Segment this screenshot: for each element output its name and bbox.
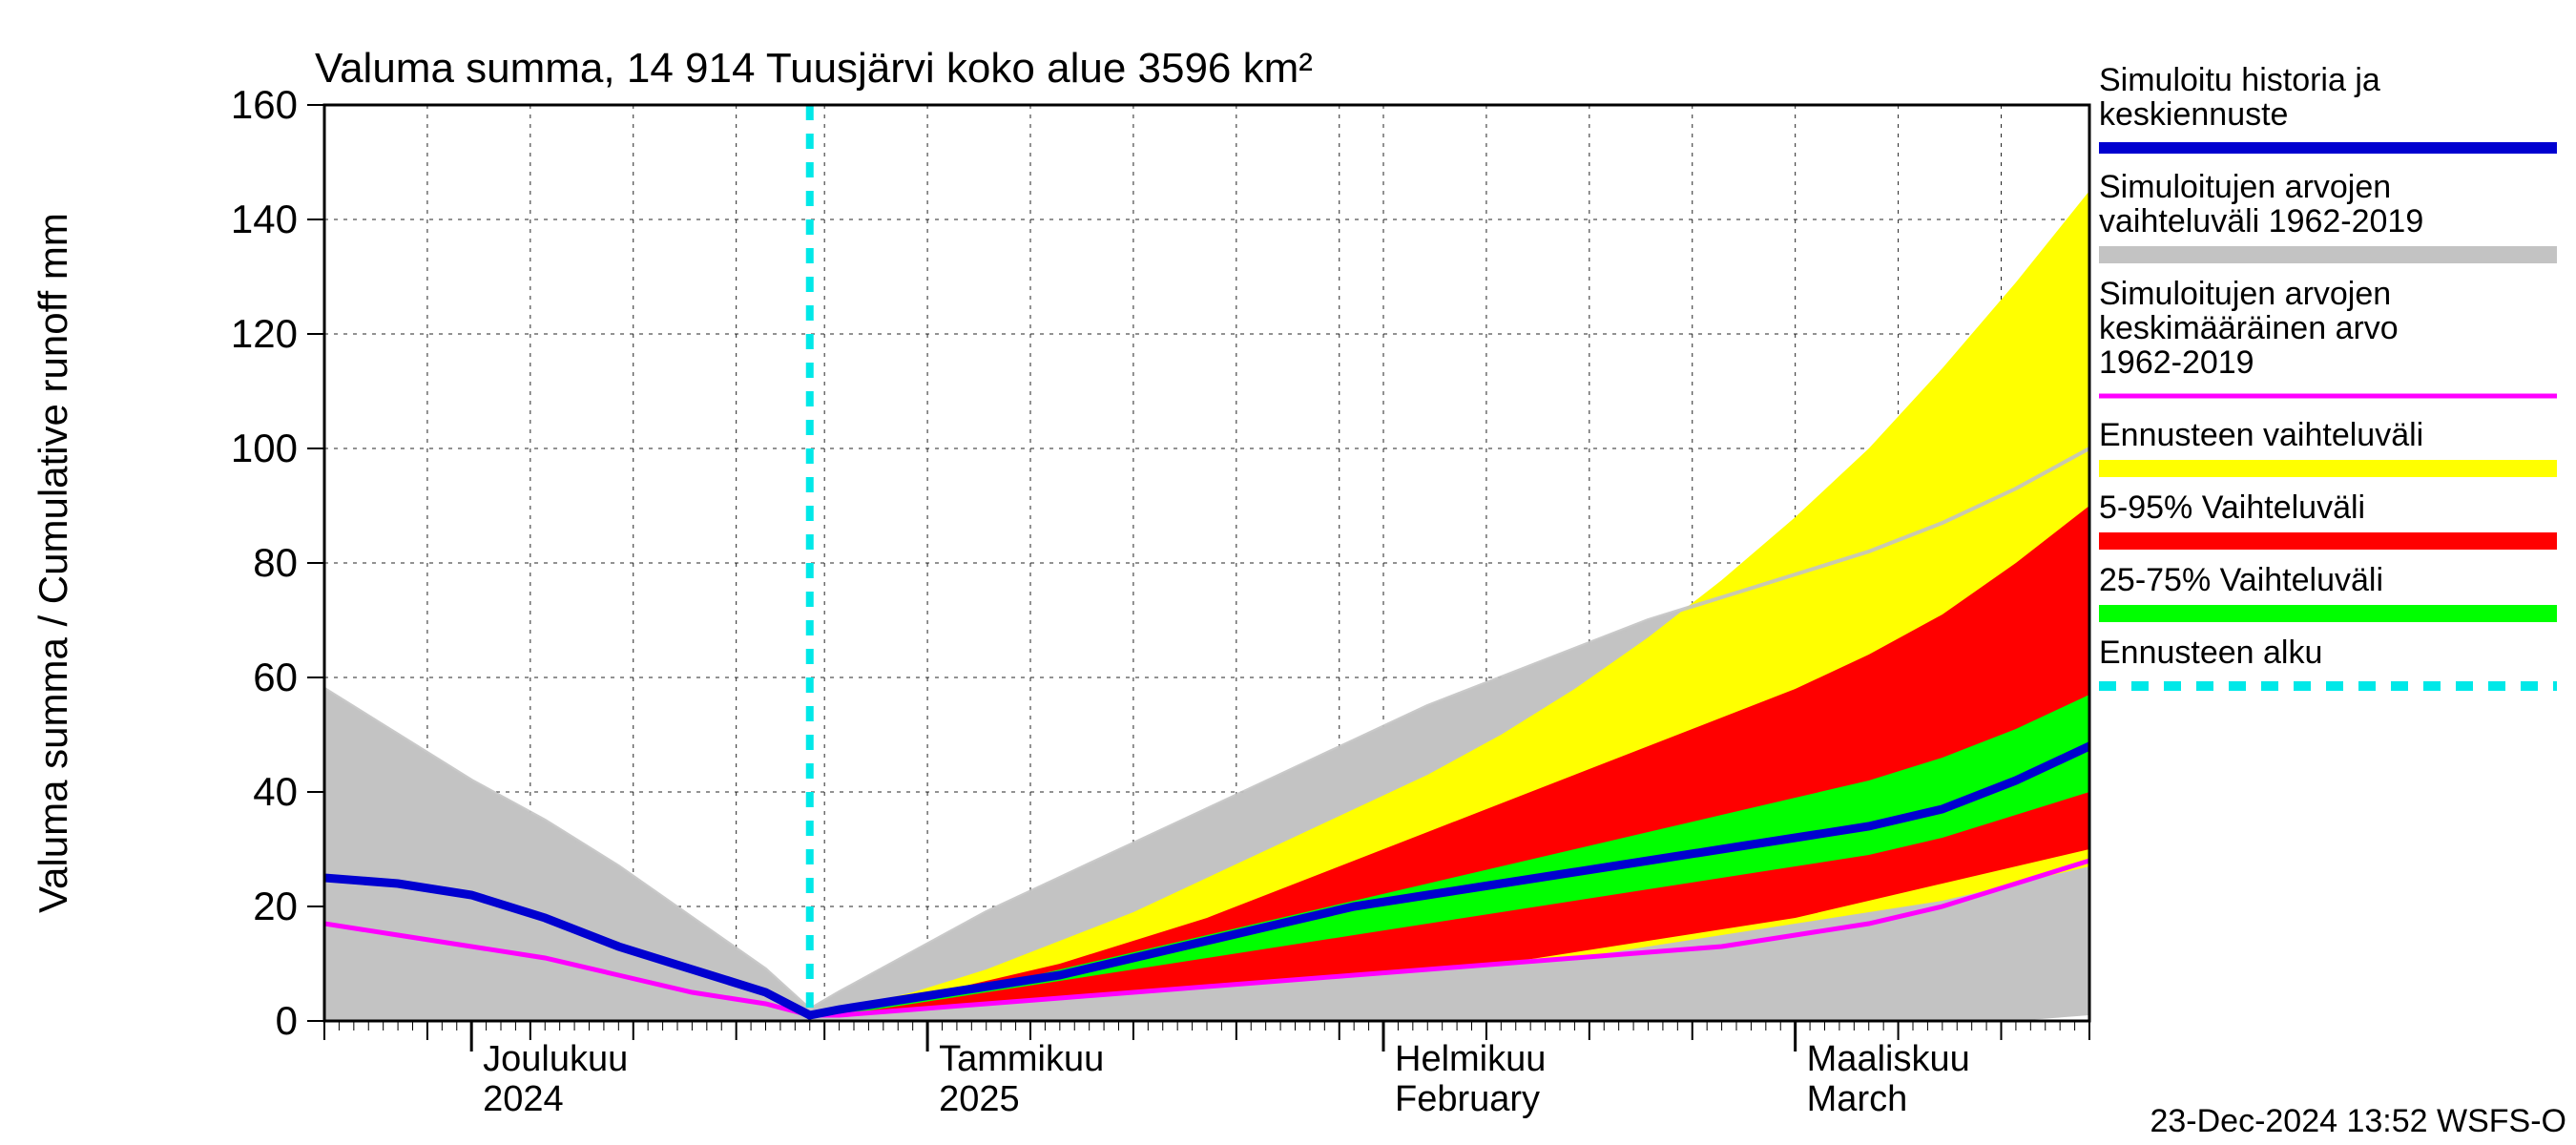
legend-swatch	[2099, 605, 2557, 622]
legend-label: Ennusteen vaihteluväli	[2099, 417, 2423, 453]
footer-timestamp: 23-Dec-2024 13:52 WSFS-O	[2150, 1103, 2566, 1139]
y-tick-label: 160	[231, 82, 298, 127]
legend-swatch	[2099, 532, 2557, 550]
legend-label: 1962-2019	[2099, 344, 2254, 381]
x-month-label: Tammikuu	[939, 1039, 1104, 1079]
x-month-sublabel: 2025	[939, 1079, 1020, 1119]
legend-label: 5-95% Vaihteluväli	[2099, 489, 2365, 526]
x-month-sublabel: March	[1807, 1079, 1908, 1119]
legend-label: 25-75% Vaihteluväli	[2099, 562, 2383, 598]
legend-label: Ennusteen alku	[2099, 635, 2322, 671]
y-tick-label: 120	[231, 311, 298, 356]
legend-swatch	[2099, 246, 2557, 263]
legend-swatch	[2099, 460, 2557, 477]
legend-label: Simuloitujen arvojen	[2099, 276, 2391, 312]
legend-label: vaihteluväli 1962-2019	[2099, 203, 2423, 239]
y-tick-label: 140	[231, 197, 298, 241]
legend-label: Simuloitu historia ja	[2099, 62, 2380, 98]
chart-title: Valuma summa, 14 914 Tuusjärvi koko alue…	[315, 45, 1313, 92]
legend-label: keskiennuste	[2099, 96, 2288, 133]
y-axis-label: Valuma summa / Cumulative runoff mm	[31, 213, 75, 913]
legend-label: keskimääräinen arvo	[2099, 310, 2399, 346]
x-month-sublabel: February	[1395, 1079, 1540, 1119]
chart-container: 0 20 40 60 80 100 120 140 160 Joulukuu2024 Tammiku…	[0, 0, 2576, 1145]
x-month-label: Maaliskuu	[1807, 1039, 1970, 1079]
x-month-label: Helmikuu	[1395, 1039, 1546, 1079]
y-tick-label: 80	[253, 540, 298, 585]
x-month-label: Joulukuu	[483, 1039, 628, 1079]
runoff-chart: 0 20 40 60 80 100 120 140 160 Joulukuu2024 Tammiku…	[0, 0, 2576, 1145]
y-tick-label: 40	[253, 769, 298, 814]
y-tick-label: 100	[231, 426, 298, 470]
y-tick-label: 0	[276, 998, 298, 1043]
y-tick-label: 60	[253, 655, 298, 699]
x-month-sublabel: 2024	[483, 1079, 564, 1119]
y-tick-label: 20	[253, 884, 298, 928]
legend-label: Simuloitujen arvojen	[2099, 169, 2391, 205]
